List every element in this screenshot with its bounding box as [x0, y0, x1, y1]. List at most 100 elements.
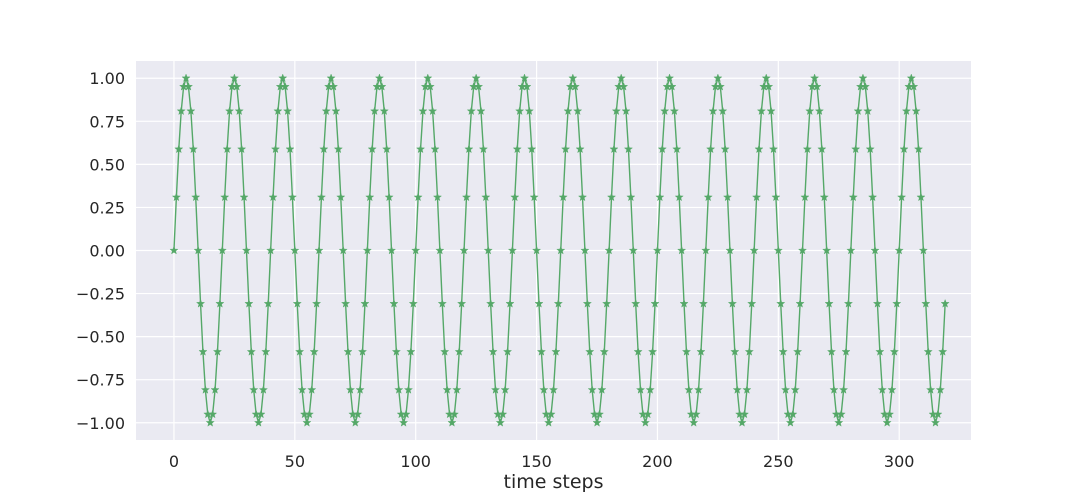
data-point: [546, 409, 556, 419]
data-point: [353, 409, 363, 419]
data-point: [461, 192, 472, 202]
data-point: [863, 106, 873, 115]
data-point: [870, 245, 880, 255]
data-point: [539, 385, 549, 394]
data-point: [471, 73, 481, 83]
data-point: [938, 347, 948, 356]
data-point: [239, 192, 249, 202]
x-tick-label: 300: [884, 452, 915, 471]
data-point: [343, 347, 353, 356]
data-point: [256, 409, 266, 419]
data-point: [824, 298, 834, 308]
data-point: [563, 106, 573, 115]
data-point: [341, 298, 351, 308]
data-point: [884, 409, 895, 419]
data-point: [413, 192, 423, 202]
data-point: [652, 245, 662, 255]
data-point: [466, 106, 476, 115]
data-point: [232, 81, 242, 91]
data-point: [725, 245, 735, 255]
data-point: [449, 409, 459, 419]
y-axis-ticks: −1.00 −0.75 −0.50 −0.25 0.00 0.25 0.50 0.75 1.00: [76, 69, 125, 433]
data-point: [570, 81, 580, 91]
data-point: [357, 347, 368, 356]
data-point: [602, 298, 612, 308]
data-point: [435, 245, 445, 255]
data-point: [505, 298, 515, 308]
data-point: [650, 298, 660, 308]
data-point: [454, 347, 464, 356]
data-point: [841, 347, 851, 356]
data-point: [418, 106, 428, 115]
data-point: [577, 192, 588, 202]
data-point: [664, 73, 675, 83]
data-point: [181, 73, 191, 83]
data-point: [266, 245, 276, 255]
data-point: [428, 106, 438, 115]
data-point: [628, 245, 638, 255]
data-point: [297, 385, 307, 394]
data-point: [606, 192, 617, 202]
data-point: [486, 298, 496, 308]
data-point: [829, 385, 839, 394]
data-point: [858, 73, 868, 83]
data-point: [200, 385, 210, 394]
data-point: [839, 385, 849, 394]
data-point: [534, 298, 544, 308]
data-point: [836, 409, 846, 419]
data-point: [389, 298, 399, 308]
data-point: [911, 106, 921, 115]
data-point: [645, 385, 655, 394]
data-point: [365, 192, 375, 202]
data-point: [843, 298, 853, 308]
data-point: [198, 347, 208, 356]
data-point: [249, 385, 259, 394]
data-point: [524, 106, 534, 115]
data-point: [285, 144, 295, 154]
series-markers: [169, 73, 950, 427]
data-point: [263, 298, 273, 308]
data-point: [394, 385, 404, 394]
data-point: [930, 417, 941, 427]
data-point: [587, 385, 597, 394]
data-point: [176, 106, 186, 115]
data-point: [374, 73, 384, 83]
data-point: [212, 347, 223, 356]
data-point: [667, 81, 677, 91]
data-point: [304, 409, 314, 419]
data-point: [708, 106, 718, 115]
data-point: [689, 417, 699, 427]
data-point: [672, 144, 682, 154]
data-point: [848, 192, 858, 202]
data-point: [875, 347, 885, 356]
data-point: [674, 192, 684, 202]
data-point: [691, 409, 701, 419]
data-point: [694, 385, 704, 394]
data-point: [290, 245, 300, 255]
data-point: [732, 385, 742, 394]
data-point: [681, 347, 692, 356]
data-point: [490, 385, 501, 394]
data-point: [183, 81, 193, 91]
data-point: [773, 245, 783, 255]
data-point: [312, 298, 322, 308]
data-point: [350, 417, 360, 427]
data-point: [718, 106, 728, 115]
data-point: [826, 347, 837, 356]
data-point: [643, 409, 653, 419]
data-point: [679, 298, 689, 308]
data-point: [599, 347, 609, 356]
data-point: [788, 409, 798, 419]
data-point: [191, 192, 201, 202]
data-point: [411, 245, 421, 255]
data-point: [766, 106, 776, 115]
data-point: [280, 81, 290, 91]
data-point: [635, 385, 646, 394]
data-point: [909, 81, 919, 91]
data-point: [478, 144, 488, 154]
data-point: [756, 106, 766, 115]
data-point: [328, 81, 339, 91]
data-point: [386, 245, 397, 255]
data-point: [316, 192, 326, 202]
